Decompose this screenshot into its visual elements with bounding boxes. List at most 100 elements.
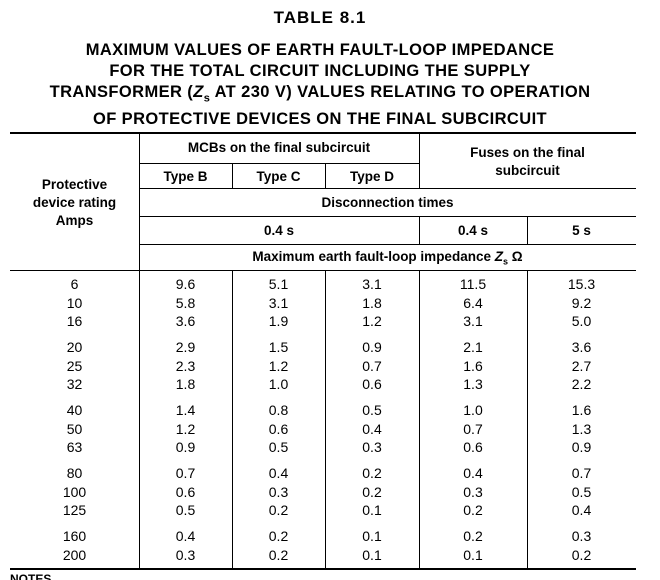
type-d-cell: 0.6: [362, 376, 382, 393]
fuse-0-4s-cell: 0.1: [463, 546, 483, 563]
rating-header-line-3: Amps: [55, 213, 94, 228]
type-c-cell: 0.5: [268, 439, 289, 456]
impedance-zs-subscript: s: [502, 256, 508, 267]
type-c-d-data-rule: [325, 270, 326, 569]
type-c-cell: 3.1: [268, 294, 289, 311]
type-c-cell: 1.9: [268, 313, 289, 330]
impedance-table: Protective device rating Amps MCBs on th…: [10, 132, 636, 570]
fuse-0-4s-cell: 3.1: [463, 313, 483, 330]
fuse-0-4s-cell: 0.6: [463, 439, 483, 456]
fuse-5s-cell: 2.7: [571, 357, 592, 374]
rating-cell: 50: [66, 420, 83, 437]
fuse-0-4s-cell: 1.3: [463, 376, 483, 393]
type-d-cell: 0.5: [362, 402, 382, 418]
type-b-cell: 3.6: [175, 313, 196, 330]
notes-label: NOTES: [10, 572, 52, 580]
rating-cell: 25: [66, 357, 83, 374]
mcbs-header: MCBs on the final subcircuit: [187, 140, 371, 155]
rating-header-line-2: device rating: [32, 195, 117, 210]
fuse-0-4s-cell: 2.1: [463, 339, 483, 355]
fuse-0-4s-cell: 0.4: [463, 465, 483, 481]
type-b-cell: 0.7: [175, 465, 196, 481]
subtitle-line-1: MAXIMUM VALUES OF EARTH FAULT-LOOP IMPED…: [85, 41, 555, 59]
subtitle-line-4: OF PROTECTIVE DEVICES ON THE FINAL SUBCI…: [92, 110, 548, 129]
type-c-cell: 5.1: [268, 276, 289, 292]
type-c-cell: 0.2: [268, 546, 289, 563]
type-b-cell: 9.6: [175, 276, 196, 292]
type-b-header: Type B: [163, 169, 208, 184]
table-bottom-rule: [10, 568, 636, 570]
fuse-5s-cell: 9.2: [571, 294, 592, 311]
type-d-cell: 1.8: [362, 294, 382, 311]
type-b-c-data-rule: [232, 270, 233, 569]
fuse-5s-cell: 2.2: [571, 376, 592, 393]
disconnection-header: Disconnection times: [321, 195, 454, 210]
table-top-rule: [10, 132, 636, 134]
type-b-cell: 2.9: [175, 339, 196, 355]
type-c-cell: 0.3: [268, 483, 289, 500]
fuse-times-rule: [527, 216, 528, 244]
type-b-cell: 0.9: [175, 439, 196, 456]
rating-header: Protective device rating Amps: [10, 176, 139, 230]
mcb-fuse-rule-top: [419, 132, 420, 188]
type-c-cell: 1.0: [268, 376, 289, 393]
time-row-rule: [139, 244, 636, 245]
subtitle-line-3-start: TRANSFORMER (: [49, 83, 194, 101]
fuse-5s-cell: 5.0: [571, 313, 592, 330]
rating-cell: 16: [66, 313, 83, 330]
type-d-cell: 0.1: [362, 546, 382, 563]
fuse-5s-cell: 15.3: [567, 276, 596, 292]
mcb-time-header: 0.4 s: [263, 223, 295, 238]
rating-cell: 200: [62, 546, 87, 563]
fuse-0-4s-cell: 0.2: [463, 528, 483, 544]
zs-subscript: s: [203, 92, 211, 105]
type-c-cell: 1.5: [268, 339, 289, 355]
type-b-cell: 1.2: [175, 420, 196, 437]
type-c-cell: 0.6: [268, 420, 289, 437]
fuse-5s-cell: 3.6: [571, 339, 592, 355]
fuse-0-4s-cell: 1.0: [463, 402, 483, 418]
type-d-cell: 0.7: [362, 357, 382, 374]
fuse-0-4s-cell: 6.4: [463, 294, 483, 311]
rating-cell: 20: [66, 339, 83, 355]
type-d-header: Type D: [349, 169, 394, 184]
mcb-header-rule: [139, 163, 419, 164]
fuse-time-2-header: 5 s: [572, 223, 591, 238]
fuse-5s-cell: 0.4: [571, 502, 592, 519]
table-subtitle: MAXIMUM VALUES OF EARTH FAULT-LOOP IMPED…: [0, 40, 640, 130]
type-d-cell: 0.2: [362, 483, 382, 500]
rating-header-line-1: Protective: [41, 177, 108, 192]
type-b-cell: 0.5: [175, 502, 196, 519]
fuse-5s-cell: 1.6: [571, 402, 592, 418]
type-c-cell: 1.2: [268, 357, 289, 374]
rating-column-rule: [139, 132, 140, 569]
impedance-header-text: Maximum earth fault-loop impedance: [252, 249, 495, 264]
type-d-cell: 1.2: [362, 313, 382, 330]
type-b-cell: 0.6: [175, 483, 196, 500]
disconnection-row-rule: [139, 216, 636, 217]
fuse-0-4s-cell: 0.3: [463, 483, 483, 500]
fuse-0-4s-cell: 1.6: [463, 357, 483, 374]
rating-cell: 100: [62, 483, 87, 500]
header-bottom-rule: [10, 270, 636, 271]
type-b-cell: 0.3: [175, 546, 196, 563]
type-d-cell: 0.2: [362, 465, 382, 481]
rating-cell: 40: [66, 402, 83, 418]
subtitle-line-3-end: AT 230 V) VALUES RELATING TO OPERATION: [210, 83, 591, 101]
mcb-fuse-rule-time: [419, 216, 420, 244]
type-b-cell: 1.8: [175, 376, 196, 393]
type-c-cell: 0.8: [268, 402, 289, 418]
type-c-header: Type C: [256, 169, 301, 184]
type-d-cell: 0.4: [362, 420, 382, 437]
type-d-cell: 3.1: [362, 276, 382, 292]
type-d-cell: 0.1: [362, 528, 382, 544]
table-title: TABLE 8.1: [273, 8, 367, 27]
fuse-time-1-header: 0.4 s: [457, 223, 489, 238]
fuse-5s-cell: 1.3: [571, 420, 592, 437]
type-b-cell: 5.8: [175, 294, 196, 311]
impedance-header: Maximum earth fault-loop impedance Zs Ω: [139, 248, 636, 271]
type-c-cell: 0.4: [268, 465, 289, 481]
type-row-rule: [139, 188, 636, 189]
rating-cell: 63: [66, 439, 83, 456]
fuses-header: Fuses on the final subcircuit: [419, 144, 636, 180]
